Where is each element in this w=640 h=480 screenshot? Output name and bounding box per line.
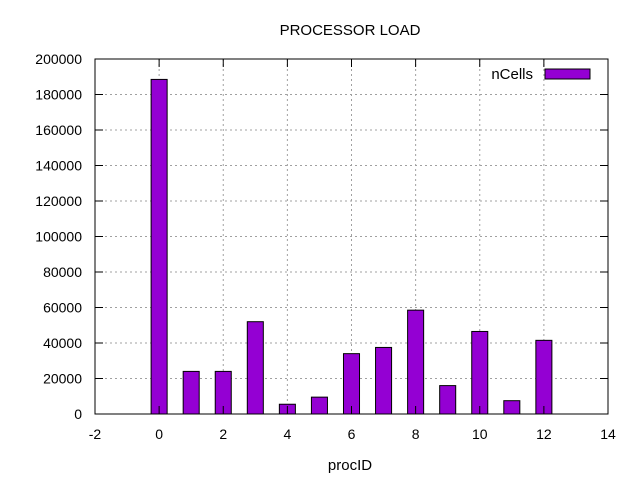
y-tick-label: 80000 [43, 264, 82, 280]
bar [375, 346, 393, 415]
x-tick-label: 0 [155, 426, 163, 442]
bar [439, 385, 457, 415]
y-tick-label: 100000 [35, 229, 82, 245]
bar [182, 370, 200, 415]
bar [150, 78, 168, 415]
y-tick-label: 20000 [43, 371, 82, 387]
x-tick-label: 4 [283, 426, 291, 442]
bar [246, 321, 264, 415]
y-tick-label: 140000 [35, 158, 82, 174]
y-tick-label: 60000 [43, 300, 82, 316]
bar [503, 400, 521, 415]
y-tick-label: 200000 [35, 51, 82, 67]
x-tick-label: 14 [600, 426, 616, 442]
chart-title: PROCESSOR LOAD [280, 22, 421, 39]
y-tick-label: 0 [74, 406, 82, 422]
x-tick-label: -2 [89, 426, 102, 442]
legend: nCells [491, 66, 591, 83]
x-tick-label: 12 [536, 426, 552, 442]
x-axis-label: procID [328, 457, 372, 474]
y-tick-label: 120000 [35, 193, 82, 209]
bar [310, 396, 328, 415]
y-tick-label: 160000 [35, 122, 82, 138]
legend-swatch [544, 68, 591, 80]
legend-label: nCells [491, 66, 533, 83]
axis-ticks: 0 20000 40000 60000 80000 100000 120000 140000 1… [35, 51, 616, 442]
x-tick-label: 8 [412, 426, 420, 442]
y-tick-label: 180000 [35, 87, 82, 103]
x-tick-label: 6 [348, 426, 356, 442]
x-tick-label: 2 [219, 426, 227, 442]
x-tick-label: 10 [472, 426, 488, 442]
y-tick-label: 40000 [43, 335, 82, 351]
bar [342, 353, 361, 415]
bar [471, 330, 489, 415]
bar [407, 309, 425, 415]
bar [535, 339, 553, 415]
